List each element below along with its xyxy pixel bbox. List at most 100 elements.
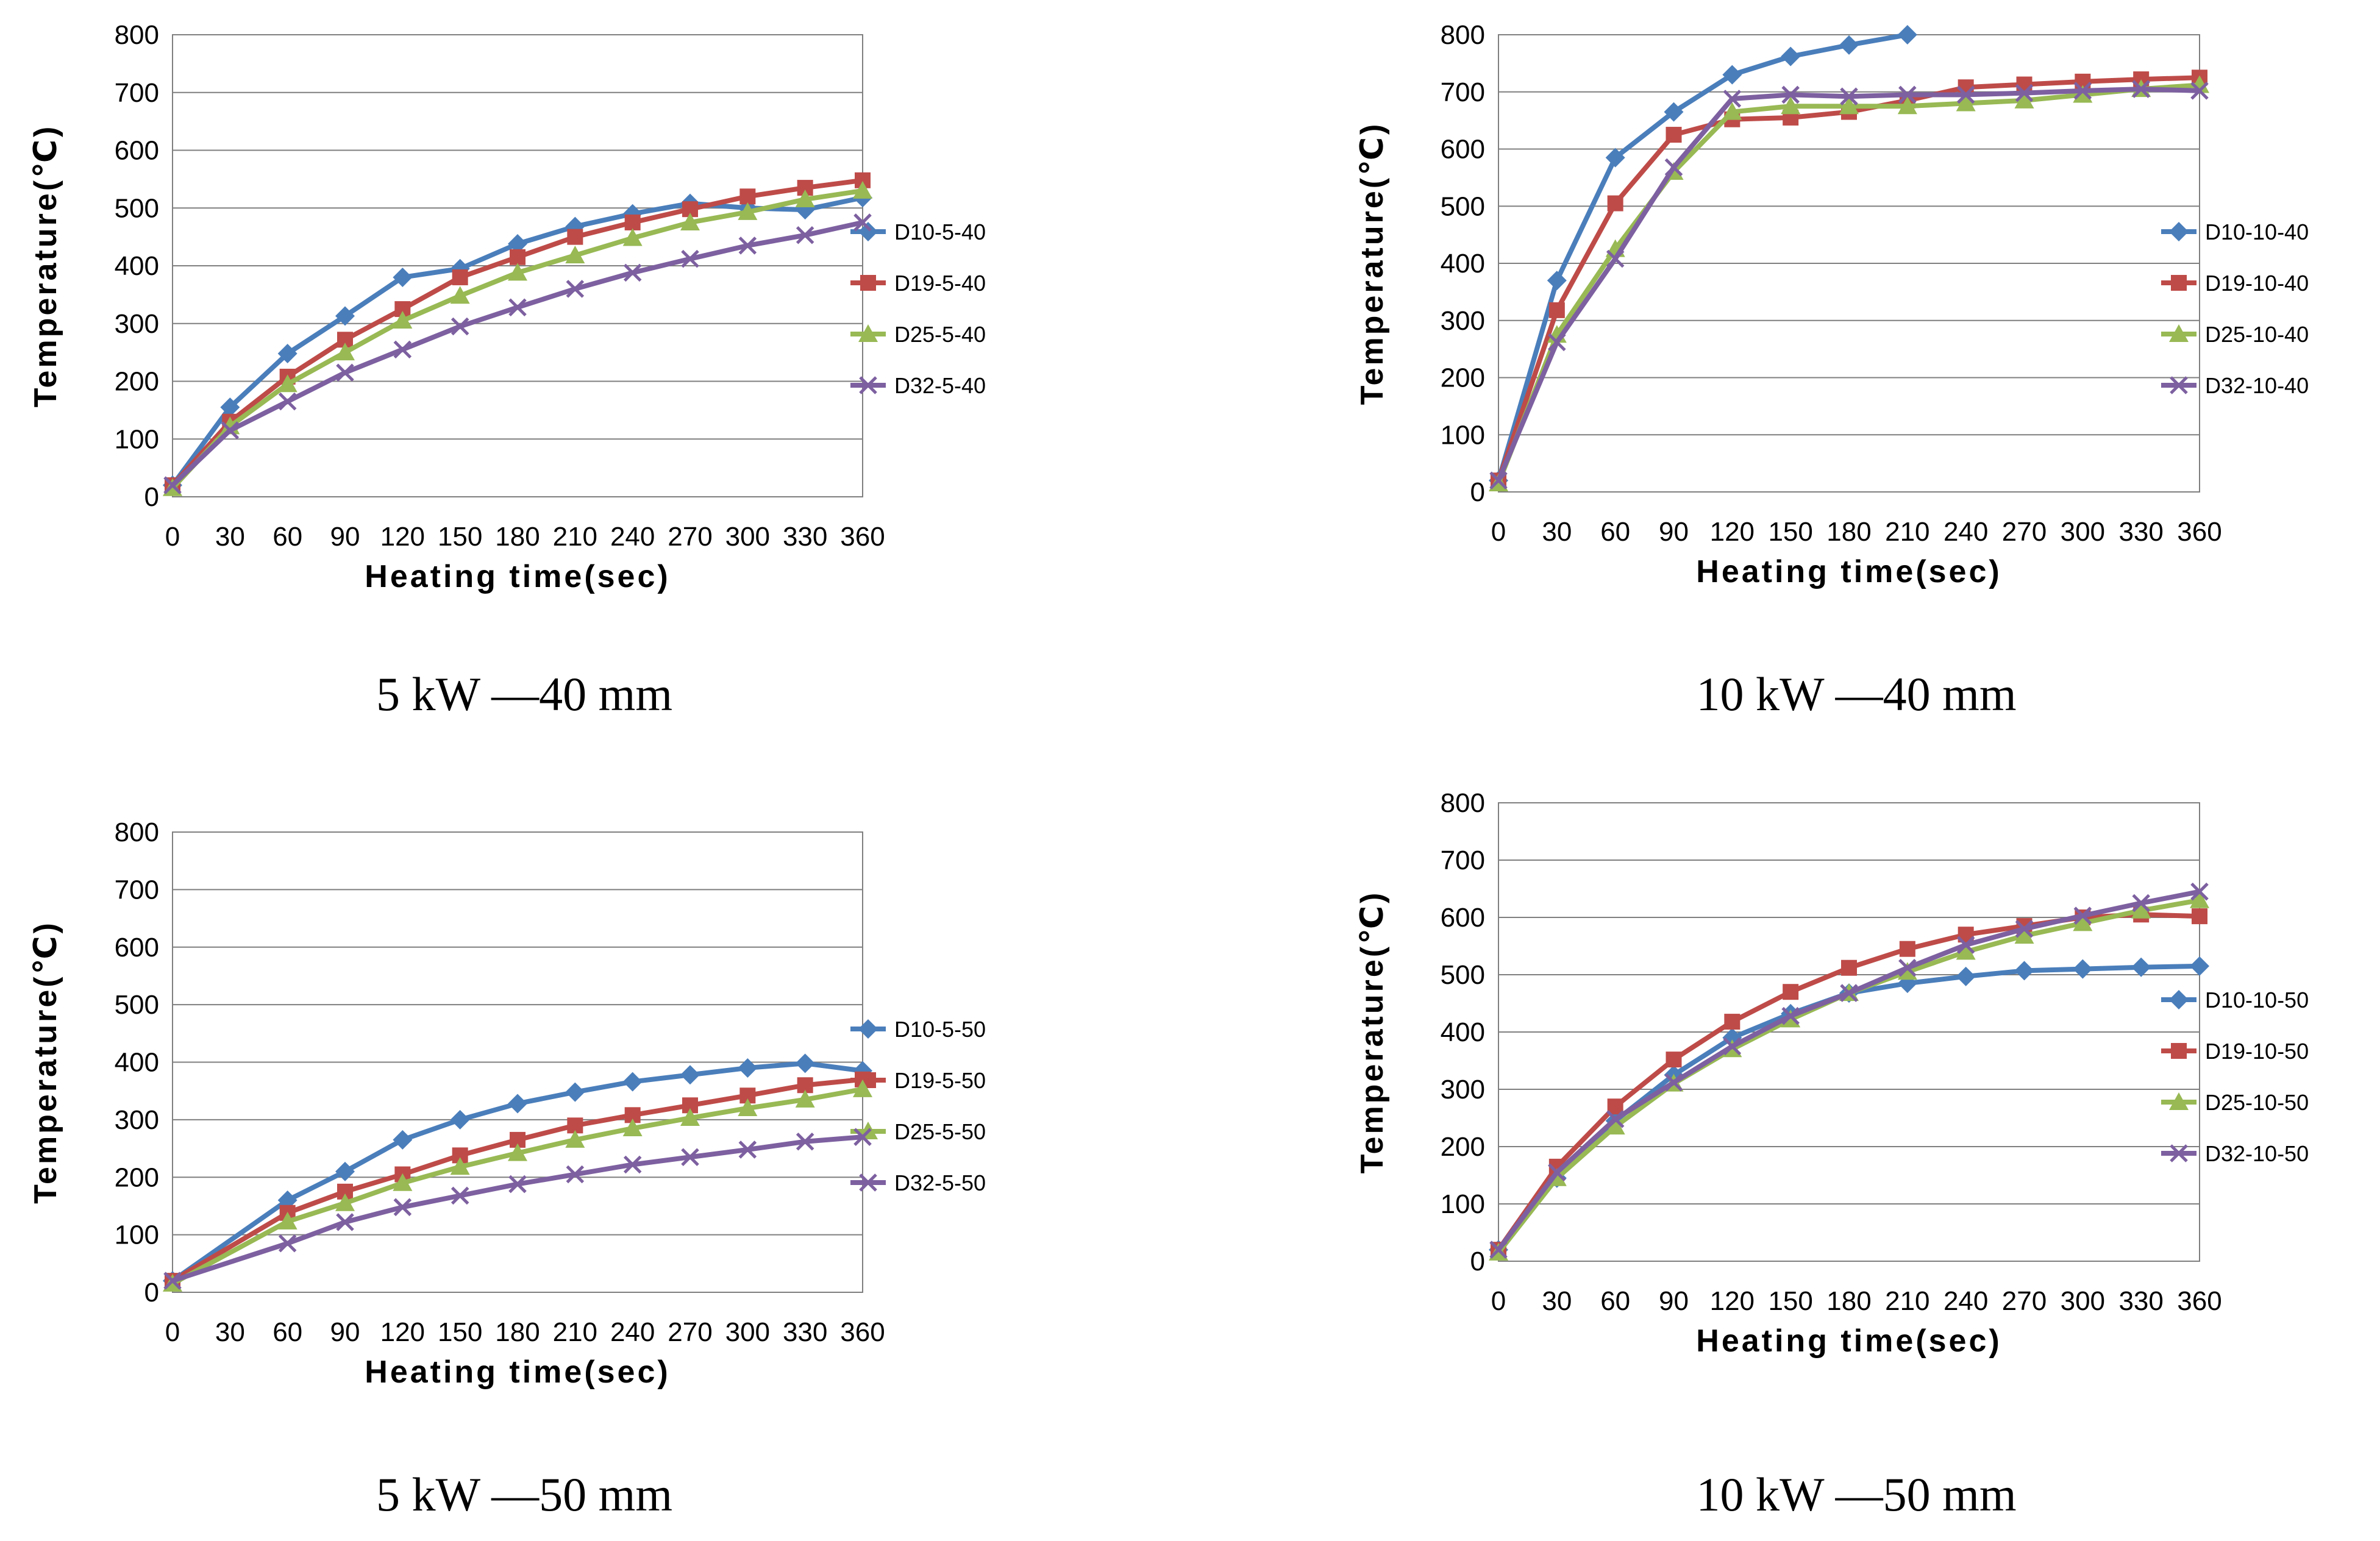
data-point xyxy=(1781,46,1801,66)
x-axis-title: Heating time(sec) xyxy=(1696,1323,2001,1359)
data-point xyxy=(1605,1117,1625,1135)
y-tick-label: 0 xyxy=(1470,1247,1485,1276)
x-tick-label: 210 xyxy=(1885,517,1929,547)
legend-label: D19-10-50 xyxy=(2205,1039,2309,1064)
chart-2: 0 100 200 300 400 500 600 700 800 0 30 60 90 120 150 18… xyxy=(1355,20,2309,721)
data-point xyxy=(1548,1163,1566,1182)
data-point xyxy=(2131,957,2151,977)
data-point xyxy=(1783,984,1799,1000)
x-tick-label: 210 xyxy=(1885,1286,1929,1316)
x-tick-label: 240 xyxy=(610,522,655,552)
data-point xyxy=(277,344,298,364)
y-tick-label: 400 xyxy=(115,251,159,281)
data-point xyxy=(1898,85,1917,104)
data-point xyxy=(336,1213,354,1231)
legend-label: D10-5-40 xyxy=(894,219,986,244)
data-point xyxy=(1839,96,1859,115)
legend-item: D25-5-50 xyxy=(850,1119,986,1144)
data-point xyxy=(1899,941,1915,957)
data-point xyxy=(853,1128,872,1146)
data-point xyxy=(1897,96,1917,115)
data-point xyxy=(2073,906,2092,925)
data-point xyxy=(680,1065,700,1085)
y-tick-label: 100 xyxy=(1441,1189,1485,1219)
y-tick-label: 600 xyxy=(115,933,159,963)
data-point xyxy=(393,311,413,329)
x-tick-label: 60 xyxy=(1600,1286,1630,1316)
y-axis-title: Temperature(℃) xyxy=(28,124,63,408)
series-line xyxy=(1496,889,2200,1251)
legend-label: D25-10-40 xyxy=(2205,322,2309,347)
chart-caption: 10 kW —50 mm xyxy=(1696,1468,2016,1521)
y-tick-label: 800 xyxy=(115,817,159,847)
data-point xyxy=(508,263,527,281)
series-D10-10-50 xyxy=(1489,956,2209,1260)
data-point xyxy=(1841,959,1857,976)
data-point xyxy=(278,392,297,411)
series-line xyxy=(171,1077,863,1283)
legend-item: D25-5-40 xyxy=(850,322,986,347)
legend-label: D10-10-40 xyxy=(2205,219,2309,244)
y-tick-label: 600 xyxy=(115,136,159,166)
legend-item: D32-5-50 xyxy=(850,1170,986,1195)
legend-item: D25-10-40 xyxy=(2161,322,2309,347)
data-point xyxy=(624,214,641,230)
data-point xyxy=(1664,102,1684,122)
y-axis-title: Temperature(℃) xyxy=(1355,122,1390,405)
x-tick-label: 90 xyxy=(1659,517,1689,547)
y-tick-label: 300 xyxy=(115,1105,159,1135)
data-point xyxy=(681,249,699,268)
series-line xyxy=(1496,82,2200,485)
data-point xyxy=(1897,25,1917,44)
x-tick-label: 60 xyxy=(273,522,302,552)
data-point xyxy=(795,1053,815,1073)
x-tick-label: 180 xyxy=(1826,517,1871,547)
data-point xyxy=(163,476,182,494)
y-tick-label: 800 xyxy=(1441,20,1485,50)
y-tick-label: 700 xyxy=(1441,845,1485,875)
data-point xyxy=(393,1173,413,1191)
x-tick-label: 0 xyxy=(1491,1286,1506,1316)
data-point xyxy=(1723,90,1742,108)
data-point xyxy=(1664,158,1683,177)
y-tick-label: 200 xyxy=(115,1162,159,1192)
data-point xyxy=(1897,962,1917,980)
x-tick-label: 180 xyxy=(495,1317,540,1347)
x-tick-label: 240 xyxy=(1944,517,1988,547)
legend-label: D19-5-40 xyxy=(894,271,986,296)
legend-item: D10-5-40 xyxy=(850,219,986,244)
data-point xyxy=(450,1109,470,1130)
data-point xyxy=(2073,82,2092,100)
y-tick-label: 700 xyxy=(115,875,159,905)
data-point xyxy=(680,1108,700,1126)
data-point xyxy=(565,245,585,263)
y-tick-label: 600 xyxy=(1441,135,1485,165)
data-point xyxy=(1839,35,1859,55)
series-D32-10-40 xyxy=(1489,80,2209,490)
x-tick-label: 150 xyxy=(438,1317,482,1347)
data-point xyxy=(335,1193,355,1211)
data-point xyxy=(277,1211,298,1230)
legend-item: D19-10-50 xyxy=(2161,1039,2309,1064)
x-tick-label: 270 xyxy=(2002,517,2047,547)
data-point xyxy=(335,343,355,361)
x-tick-label: 90 xyxy=(330,522,360,552)
legend-label: D25-10-50 xyxy=(2205,1090,2309,1115)
data-point xyxy=(1489,1240,1508,1259)
data-point xyxy=(508,233,527,254)
x-tick-label: 240 xyxy=(1944,1286,1988,1316)
data-point xyxy=(1548,302,1565,318)
data-point xyxy=(853,213,872,232)
series-D32-5-50 xyxy=(163,1128,872,1290)
data-point xyxy=(1605,148,1625,168)
legend-marker xyxy=(2170,376,2188,394)
x-axis-title: Heating time(sec) xyxy=(365,559,670,594)
data-point xyxy=(680,212,700,230)
data-point xyxy=(450,286,470,304)
data-point xyxy=(1956,966,1976,986)
data-point xyxy=(220,397,240,418)
y-tick-label: 500 xyxy=(1441,191,1485,221)
y-tick-label: 100 xyxy=(115,424,159,454)
y-tick-label: 300 xyxy=(1441,306,1485,336)
data-point xyxy=(853,1079,872,1097)
